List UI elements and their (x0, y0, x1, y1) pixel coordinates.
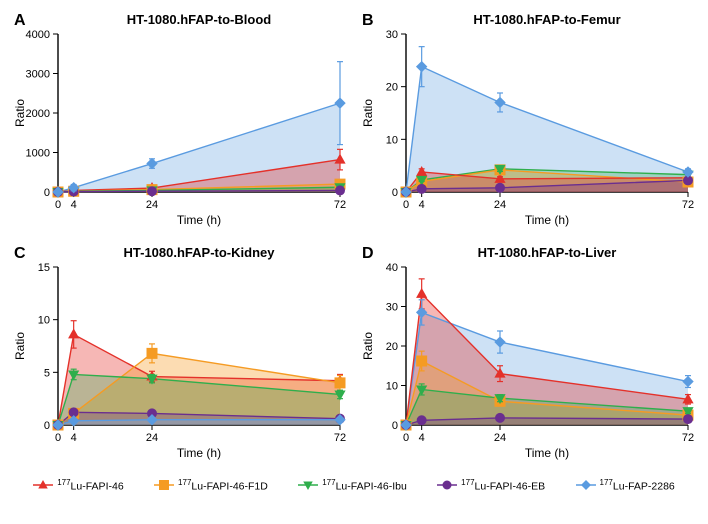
panel-A: A HT-1080.hFAP-to-Blood042472Time (h)010… (10, 10, 350, 235)
legend-marker-eb (437, 478, 457, 492)
svg-text:HT-1080.hFAP-to-Blood: HT-1080.hFAP-to-Blood (127, 12, 272, 27)
svg-text:1000: 1000 (26, 148, 50, 160)
svg-text:24: 24 (146, 432, 158, 444)
chart-D: HT-1080.hFAP-to-Liver042472Time (h)01020… (358, 243, 698, 463)
legend-label-ibu: 177Lu-FAPI-46-Ibu (322, 478, 407, 493)
svg-text:0: 0 (392, 187, 398, 199)
legend-item-f1d: 177Lu-FAPI-46-F1D (154, 478, 268, 493)
legend-marker-fapi46 (33, 478, 53, 492)
svg-text:2000: 2000 (26, 108, 50, 120)
svg-text:40: 40 (386, 262, 398, 274)
legend-item-ibu: 177Lu-FAPI-46-Ibu (298, 478, 407, 493)
svg-text:0: 0 (55, 199, 61, 211)
svg-text:15: 15 (38, 262, 50, 274)
svg-text:0: 0 (403, 199, 409, 211)
panel-D: D HT-1080.hFAP-to-Liver042472Time (h)010… (358, 243, 698, 468)
legend-marker-f1d (154, 478, 174, 492)
svg-text:Time (h): Time (h) (525, 213, 569, 227)
svg-text:72: 72 (682, 432, 694, 444)
panel-B: B HT-1080.hFAP-to-Femur042472Time (h)010… (358, 10, 698, 235)
svg-text:4: 4 (71, 199, 77, 211)
legend-label-fap2286: 177Lu-FAP-2286 (600, 478, 675, 493)
panel-label-B: B (362, 12, 374, 30)
svg-text:20: 20 (386, 82, 398, 94)
svg-text:Ratio: Ratio (361, 99, 375, 127)
legend-marker-ibu (298, 478, 318, 492)
panel-label-A: A (14, 12, 26, 30)
svg-text:0: 0 (55, 432, 61, 444)
legend: 177Lu-FAPI-46 177Lu-FAPI-46-F1D 177Lu-FAPI… (10, 474, 698, 497)
legend-item-fapi46: 177Lu-FAPI-46 (33, 478, 123, 493)
svg-text:4: 4 (419, 432, 425, 444)
chart-B: HT-1080.hFAP-to-Femur042472Time (h)01020… (358, 10, 698, 230)
svg-text:HT-1080.hFAP-to-Femur: HT-1080.hFAP-to-Femur (473, 12, 620, 27)
chart-A: HT-1080.hFAP-to-Blood042472Time (h)01000… (10, 10, 350, 230)
legend-label-eb: 177Lu-FAPI-46-EB (461, 478, 545, 493)
svg-text:30: 30 (386, 302, 398, 314)
svg-text:0: 0 (403, 432, 409, 444)
svg-text:10: 10 (386, 134, 398, 146)
svg-text:Time (h): Time (h) (525, 446, 569, 460)
svg-text:0: 0 (44, 187, 50, 199)
panel-label-C: C (14, 245, 26, 263)
legend-label-f1d: 177Lu-FAPI-46-F1D (178, 478, 268, 493)
svg-text:Time (h): Time (h) (177, 446, 221, 460)
svg-text:20: 20 (386, 341, 398, 353)
legend-item-fap2286: 177Lu-FAP-2286 (576, 478, 675, 493)
panel-grid: A HT-1080.hFAP-to-Blood042472Time (h)010… (10, 10, 698, 468)
svg-text:24: 24 (494, 432, 506, 444)
svg-text:4: 4 (419, 199, 425, 211)
legend-marker-fap2286 (576, 478, 596, 492)
svg-text:HT-1080.hFAP-to-Liver: HT-1080.hFAP-to-Liver (478, 245, 617, 260)
svg-text:10: 10 (38, 315, 50, 327)
svg-text:Time (h): Time (h) (177, 213, 221, 227)
svg-text:24: 24 (146, 199, 158, 211)
legend-item-eb: 177Lu-FAPI-46-EB (437, 478, 545, 493)
svg-text:30: 30 (386, 29, 398, 41)
panel-C: C HT-1080.hFAP-to-Kidney042472Time (h)05… (10, 243, 350, 468)
svg-text:HT-1080.hFAP-to-Kidney: HT-1080.hFAP-to-Kidney (124, 245, 276, 260)
svg-text:0: 0 (44, 420, 50, 432)
svg-text:Ratio: Ratio (13, 332, 27, 360)
svg-text:5: 5 (44, 367, 50, 379)
panel-label-D: D (362, 245, 374, 263)
svg-text:24: 24 (494, 199, 506, 211)
svg-text:3000: 3000 (26, 69, 50, 81)
svg-text:72: 72 (334, 199, 346, 211)
svg-text:Ratio: Ratio (13, 99, 27, 127)
svg-text:72: 72 (334, 432, 346, 444)
svg-text:72: 72 (682, 199, 694, 211)
svg-text:Ratio: Ratio (361, 332, 375, 360)
svg-text:4: 4 (71, 432, 77, 444)
svg-text:4000: 4000 (26, 29, 50, 41)
chart-C: HT-1080.hFAP-to-Kidney042472Time (h)0510… (10, 243, 350, 463)
legend-label-fapi46: 177Lu-FAPI-46 (57, 478, 123, 493)
svg-text:10: 10 (386, 381, 398, 393)
svg-text:0: 0 (392, 420, 398, 432)
